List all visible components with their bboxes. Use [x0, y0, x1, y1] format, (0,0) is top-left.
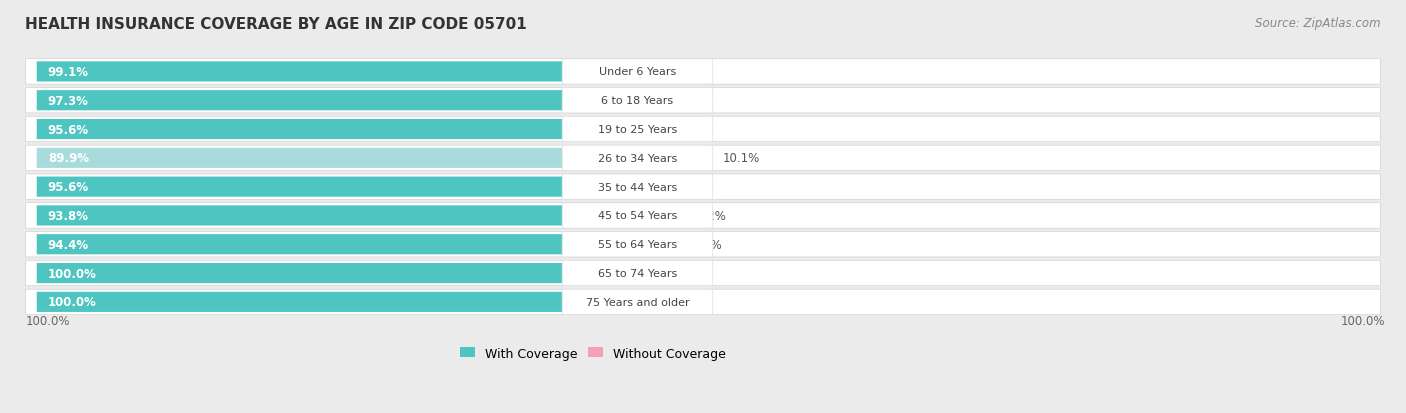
- Text: 2.7%: 2.7%: [672, 95, 702, 107]
- Text: 100.0%: 100.0%: [48, 296, 97, 309]
- FancyBboxPatch shape: [25, 290, 1381, 315]
- FancyBboxPatch shape: [37, 120, 612, 140]
- FancyBboxPatch shape: [637, 91, 655, 111]
- Text: 55 to 64 Years: 55 to 64 Years: [598, 240, 678, 249]
- Text: 97.3%: 97.3%: [48, 95, 89, 107]
- FancyBboxPatch shape: [25, 59, 1381, 85]
- Text: 65 to 74 Years: 65 to 74 Years: [598, 268, 678, 278]
- Text: 6.2%: 6.2%: [696, 209, 725, 223]
- Legend: With Coverage, Without Coverage: With Coverage, Without Coverage: [456, 342, 731, 365]
- Text: 0.0%: 0.0%: [654, 296, 683, 309]
- FancyBboxPatch shape: [562, 146, 713, 171]
- Text: HEALTH INSURANCE COVERAGE BY AGE IN ZIP CODE 05701: HEALTH INSURANCE COVERAGE BY AGE IN ZIP …: [25, 17, 527, 31]
- Text: 99.1%: 99.1%: [48, 66, 89, 79]
- Text: 10.1%: 10.1%: [723, 152, 759, 165]
- Text: 100.0%: 100.0%: [1341, 314, 1385, 327]
- FancyBboxPatch shape: [37, 62, 633, 82]
- FancyBboxPatch shape: [562, 88, 713, 114]
- FancyBboxPatch shape: [637, 206, 679, 226]
- FancyBboxPatch shape: [25, 232, 1381, 257]
- FancyBboxPatch shape: [562, 59, 713, 85]
- Text: Under 6 Years: Under 6 Years: [599, 67, 676, 77]
- Text: 5.6%: 5.6%: [692, 238, 721, 251]
- FancyBboxPatch shape: [37, 292, 637, 312]
- Text: 35 to 44 Years: 35 to 44 Years: [598, 182, 678, 192]
- FancyBboxPatch shape: [562, 261, 713, 286]
- Text: 100.0%: 100.0%: [25, 314, 70, 327]
- Text: 45 to 54 Years: 45 to 54 Years: [598, 211, 678, 221]
- Text: 95.6%: 95.6%: [48, 181, 89, 194]
- FancyBboxPatch shape: [562, 203, 713, 228]
- FancyBboxPatch shape: [562, 232, 713, 257]
- Text: 4.4%: 4.4%: [683, 181, 713, 194]
- FancyBboxPatch shape: [25, 88, 1381, 114]
- FancyBboxPatch shape: [37, 148, 576, 169]
- FancyBboxPatch shape: [637, 235, 675, 255]
- FancyBboxPatch shape: [37, 263, 637, 283]
- Text: 94.4%: 94.4%: [48, 238, 89, 251]
- FancyBboxPatch shape: [37, 91, 621, 111]
- FancyBboxPatch shape: [562, 290, 713, 315]
- Text: 19 to 25 Years: 19 to 25 Years: [598, 125, 678, 135]
- Text: 0.9%: 0.9%: [659, 66, 690, 79]
- Text: 75 Years and older: 75 Years and older: [586, 297, 689, 307]
- Text: 0.0%: 0.0%: [654, 267, 683, 280]
- FancyBboxPatch shape: [25, 261, 1381, 286]
- Text: 100.0%: 100.0%: [48, 267, 97, 280]
- FancyBboxPatch shape: [637, 62, 644, 82]
- FancyBboxPatch shape: [637, 177, 668, 197]
- Text: 6 to 18 Years: 6 to 18 Years: [602, 96, 673, 106]
- FancyBboxPatch shape: [562, 175, 713, 200]
- Text: 26 to 34 Years: 26 to 34 Years: [598, 154, 678, 164]
- Text: Source: ZipAtlas.com: Source: ZipAtlas.com: [1256, 17, 1381, 29]
- FancyBboxPatch shape: [25, 117, 1381, 142]
- FancyBboxPatch shape: [37, 235, 605, 255]
- Text: 89.9%: 89.9%: [48, 152, 89, 165]
- FancyBboxPatch shape: [37, 177, 612, 197]
- Text: 95.6%: 95.6%: [48, 123, 89, 136]
- FancyBboxPatch shape: [25, 203, 1381, 228]
- FancyBboxPatch shape: [37, 206, 600, 226]
- Text: 4.4%: 4.4%: [683, 123, 713, 136]
- FancyBboxPatch shape: [562, 117, 713, 142]
- FancyBboxPatch shape: [637, 148, 706, 169]
- FancyBboxPatch shape: [25, 175, 1381, 200]
- Text: 93.8%: 93.8%: [48, 209, 89, 223]
- FancyBboxPatch shape: [25, 146, 1381, 171]
- FancyBboxPatch shape: [637, 120, 668, 140]
